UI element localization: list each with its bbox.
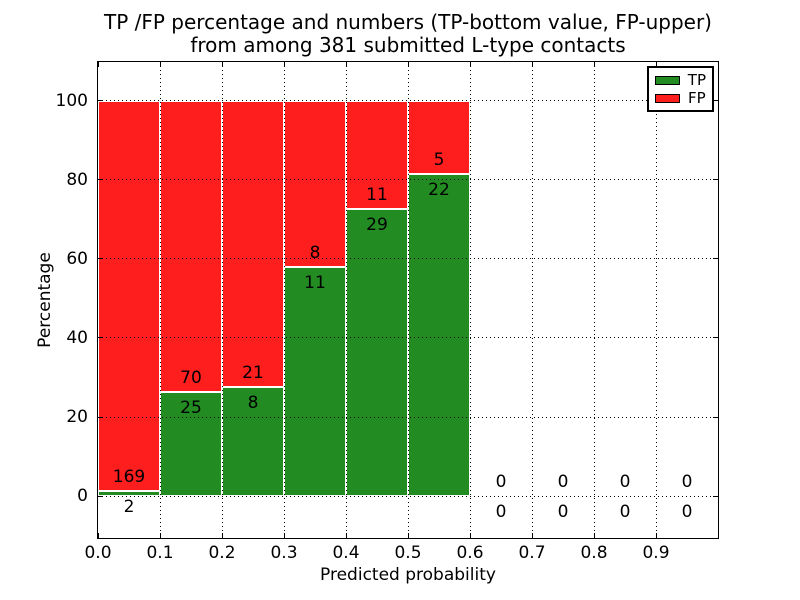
axis-tick-right: [713, 495, 718, 497]
gridline-vertical: [593, 62, 595, 538]
axis-tick-bottom: [407, 533, 409, 538]
gridline-vertical: [221, 62, 223, 538]
axis-tick-top: [593, 62, 595, 67]
x-tick-label: 0.5: [394, 543, 422, 563]
axis-tick-top: [221, 62, 223, 67]
gridline-vertical: [345, 62, 347, 538]
gridline-vertical: [407, 62, 409, 538]
gridline-vertical: [655, 62, 657, 538]
legend-label-fp: FP: [688, 89, 706, 107]
legend-entry-tp: TP: [655, 72, 706, 88]
y-tick-label: 0: [77, 486, 88, 507]
gridline-vertical: [283, 62, 285, 538]
x-tick-label: 0.6: [456, 543, 484, 563]
x-tick-label: 0.4: [332, 543, 360, 563]
bar-label-tp: 25: [180, 398, 202, 419]
bar-label-fp: 11: [366, 185, 388, 206]
x-tick-label: 0.1: [146, 543, 174, 563]
x-tick-label: 0.7: [518, 543, 546, 563]
axis-tick-bottom: [97, 533, 99, 538]
legend-entry-fp: FP: [655, 90, 706, 106]
axis-tick-top: [159, 62, 161, 67]
bar-label-fp: 5: [433, 149, 445, 170]
axis-tick-top: [531, 62, 533, 67]
y-axis-label: Percentage: [35, 252, 55, 348]
plot-area: TP FP 169 2 70 25 21 8 8 11 11 29 5 22 0 0 0 0 0 0 0 0: [97, 61, 719, 539]
axis-tick-top: [407, 62, 409, 67]
bar-label-tp: 0: [619, 502, 631, 523]
bar-label-fp: 21: [242, 363, 264, 384]
axis-tick-bottom: [593, 533, 595, 538]
bar-segment-fp: [160, 100, 222, 393]
bar-label-tp: 0: [495, 502, 507, 523]
y-tick-label: 80: [66, 169, 88, 190]
axis-tick-right: [713, 416, 718, 418]
axis-tick-left: [98, 416, 103, 418]
gridline-vertical: [469, 62, 471, 538]
x-tick-label: 0.2: [208, 543, 236, 563]
bar-label-tp: 0: [557, 502, 569, 523]
x-tick-label: 0.9: [642, 543, 670, 563]
bar-label-tp: 22: [428, 179, 450, 200]
bar-segment-tp: [346, 209, 408, 497]
bar-label-fp: 8: [309, 243, 321, 264]
axis-tick-top: [469, 62, 471, 67]
chart-title: TP /FP percentage and numbers (TP-bottom…: [97, 11, 719, 57]
bar-label-tp: 29: [366, 215, 388, 236]
bar-label-tp: 8: [247, 393, 259, 414]
bar-segment-tp: [408, 173, 470, 497]
legend: TP FP: [647, 66, 714, 112]
y-tick-label: 20: [66, 407, 88, 428]
y-tick-label: 60: [66, 248, 88, 269]
legend-swatch-fp-icon: [655, 93, 680, 103]
axis-tick-bottom: [345, 533, 347, 538]
bar-label-tp: 0: [681, 502, 693, 523]
bar-segment-fp: [408, 100, 470, 174]
bar-segment-tp: [222, 387, 284, 497]
y-tick-label: 40: [66, 327, 88, 348]
axis-tick-left: [98, 337, 103, 339]
axis-tick-left: [98, 258, 103, 260]
axis-tick-right: [713, 258, 718, 260]
legend-swatch-tp-icon: [655, 75, 680, 85]
axis-tick-left: [98, 495, 103, 497]
axis-tick-bottom: [159, 533, 161, 538]
axis-tick-bottom: [655, 533, 657, 538]
axis-tick-bottom: [469, 533, 471, 538]
axis-tick-bottom: [283, 533, 285, 538]
bar-label-fp: 70: [180, 368, 202, 389]
bar-label-fp: 0: [495, 472, 507, 493]
legend-label-tp: TP: [687, 71, 706, 89]
axis-tick-top: [283, 62, 285, 67]
bar-label-tp: 2: [123, 497, 135, 518]
y-tick-label: 100: [55, 90, 88, 111]
axis-tick-right: [713, 337, 718, 339]
bar-label-fp: 0: [619, 472, 631, 493]
x-axis-label: Predicted probability: [320, 565, 496, 585]
axis-tick-bottom: [531, 533, 533, 538]
axis-tick-top: [655, 62, 657, 67]
bar-label-tp: 11: [304, 273, 326, 294]
x-tick-label: 0.8: [580, 543, 608, 563]
axis-tick-left: [98, 100, 103, 102]
axis-tick-top: [97, 62, 99, 67]
axis-tick-right: [713, 179, 718, 181]
axis-tick-top: [345, 62, 347, 67]
x-tick-label: 0.3: [270, 543, 298, 563]
chart-title-line2: from among 381 submitted L-type contacts: [190, 33, 626, 57]
axis-tick-left: [98, 179, 103, 181]
bar-segment-fp: [222, 100, 284, 388]
gridline-vertical: [159, 62, 161, 538]
axis-tick-bottom: [221, 533, 223, 538]
chart-title-line1: TP /FP percentage and numbers (TP-bottom…: [104, 10, 712, 34]
bar-label-fp: 169: [112, 467, 146, 488]
axis-tick-right: [713, 100, 718, 102]
bar-label-fp: 0: [681, 472, 693, 493]
bar-segment-tp: [284, 267, 346, 497]
x-tick-label: 0.0: [84, 543, 112, 563]
gridline-vertical: [531, 62, 533, 538]
bar-label-fp: 0: [557, 472, 569, 493]
bar-segment-fp: [98, 100, 160, 492]
